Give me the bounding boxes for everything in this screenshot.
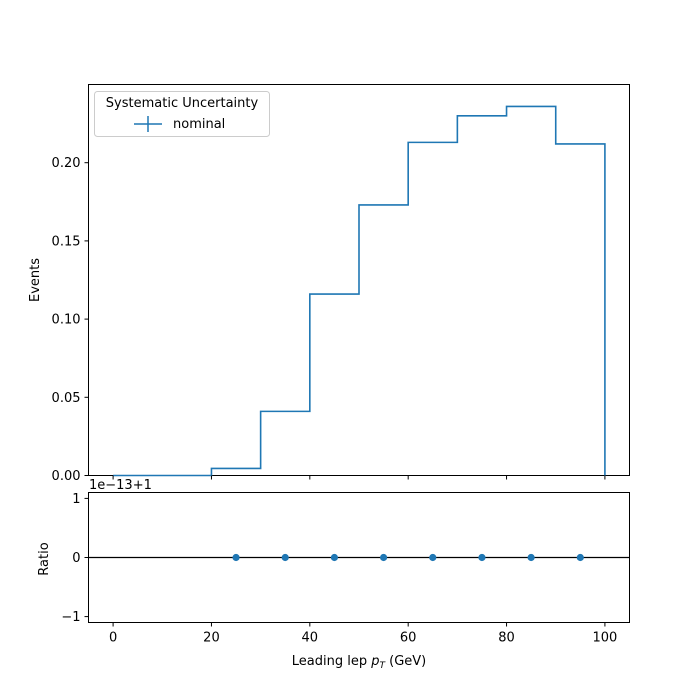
x-tick-label: 100 bbox=[592, 631, 617, 646]
top-y-tick-label: 0.00 bbox=[52, 469, 81, 484]
ratio-point bbox=[330, 553, 339, 562]
ratio-panel-marks bbox=[88, 553, 630, 562]
ratio-y-tick-label: 1 bbox=[72, 492, 80, 507]
x-axis-label-prefix: Leading lep bbox=[292, 654, 371, 669]
top-y-ticks: 0.00 0.05 0.10 0.15 0.20 bbox=[52, 156, 89, 484]
top-x-ticks bbox=[112, 475, 606, 480]
x-axis-label: Leading lep pT (GeV) bbox=[292, 654, 426, 671]
ratio-point bbox=[379, 553, 388, 562]
ratio-x-ticks: 0 20 40 60 80 100 bbox=[109, 622, 617, 646]
legend-entry-nominal: nominal bbox=[173, 117, 225, 132]
x-tick-label: 0 bbox=[109, 631, 117, 646]
ratio-y-ticks: −1 0 1 bbox=[61, 492, 89, 625]
ratio-point bbox=[527, 553, 535, 562]
top-panel-frame bbox=[88, 84, 630, 476]
ratio-y-tick-label: 0 bbox=[72, 551, 80, 566]
x-tick-label: 60 bbox=[400, 631, 417, 646]
ratio-y-axis-label: Ratio bbox=[37, 542, 52, 575]
ratio-point bbox=[576, 553, 584, 562]
x-axis-label-subscript: T bbox=[379, 661, 386, 671]
top-y-tick-label: 0.10 bbox=[52, 313, 81, 328]
legend: Systematic Uncertainty nominal bbox=[94, 91, 270, 137]
x-axis-label-symbol: p bbox=[370, 654, 379, 669]
x-axis-label-suffix: (GeV) bbox=[385, 654, 426, 669]
top-y-axis-label: Events bbox=[28, 258, 43, 302]
x-tick-label: 20 bbox=[203, 631, 220, 646]
ratio-offset-label: 1e−13+1 bbox=[89, 478, 152, 493]
x-tick-label: 40 bbox=[302, 631, 319, 646]
x-tick-label: 80 bbox=[498, 631, 515, 646]
ratio-point bbox=[232, 553, 240, 562]
legend-box bbox=[94, 91, 270, 137]
ratio-point bbox=[281, 553, 289, 562]
top-panel-marks bbox=[113, 105, 606, 477]
top-y-tick-label: 0.20 bbox=[52, 156, 81, 171]
ratio-point bbox=[429, 553, 437, 562]
ratio-point bbox=[478, 553, 486, 562]
top-y-tick-label: 0.05 bbox=[52, 391, 81, 406]
legend-title: Systematic Uncertainty bbox=[106, 96, 259, 111]
ratio-y-tick-label: −1 bbox=[61, 610, 80, 625]
top-y-tick-label: 0.15 bbox=[52, 234, 81, 249]
series-nominal-step bbox=[113, 105, 606, 477]
